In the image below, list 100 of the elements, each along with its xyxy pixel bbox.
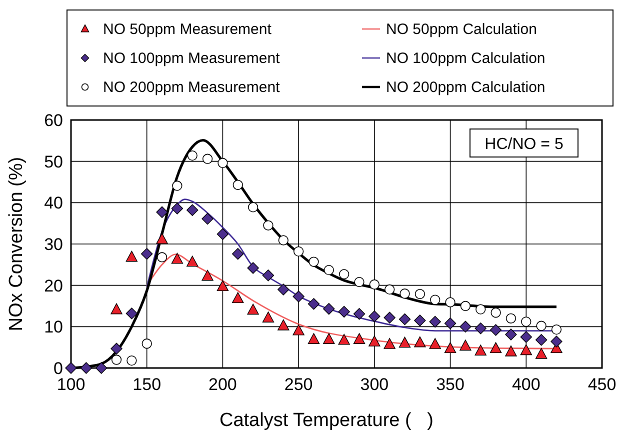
- legend-label: NO 100ppm Measurement: [103, 50, 281, 67]
- point: [262, 312, 274, 322]
- point: [156, 206, 168, 218]
- x-tick-label: 350: [436, 375, 464, 394]
- point: [247, 262, 259, 274]
- point: [171, 202, 184, 214]
- point: [368, 336, 380, 346]
- point: [474, 322, 486, 334]
- legend-label: NO 200ppm Calculation: [386, 79, 546, 96]
- point: [429, 338, 441, 349]
- point: [505, 328, 517, 340]
- point: [369, 279, 380, 290]
- point: [353, 308, 366, 320]
- annotation: HC/NO = 5: [484, 136, 564, 153]
- legend-label: NO 200ppm Measurement: [103, 79, 281, 96]
- point: [354, 276, 364, 288]
- point: [95, 362, 108, 374]
- point: [338, 306, 350, 318]
- point: [278, 319, 290, 330]
- point: [490, 342, 502, 354]
- point: [398, 313, 411, 326]
- point: [232, 180, 243, 190]
- y-tick-label: 20: [44, 276, 63, 296]
- point: [293, 246, 304, 257]
- point: [520, 344, 532, 356]
- point: [506, 313, 516, 324]
- point: [202, 154, 213, 164]
- point: [490, 308, 501, 318]
- point: [186, 204, 198, 216]
- point: [476, 304, 486, 314]
- point: [384, 312, 396, 324]
- point: [430, 294, 440, 305]
- point: [384, 284, 395, 295]
- point: [414, 314, 426, 326]
- point: [202, 212, 214, 225]
- point: [142, 338, 152, 349]
- point: [536, 320, 546, 331]
- x-tick-label: 150: [132, 375, 162, 394]
- point: [172, 180, 182, 191]
- point: [323, 333, 335, 344]
- point: [110, 303, 122, 314]
- point: [247, 304, 259, 315]
- legend-label: NO 100ppm Calculation: [386, 50, 546, 67]
- point: [202, 270, 214, 281]
- point: [248, 202, 258, 212]
- point: [414, 288, 426, 300]
- y-tick-label: 0: [54, 359, 63, 378]
- point: [218, 158, 228, 168]
- y-tick-label: 40: [44, 194, 63, 213]
- point: [111, 354, 122, 365]
- point: [216, 280, 229, 292]
- point: [308, 298, 320, 310]
- point: [126, 308, 138, 320]
- point: [323, 303, 335, 315]
- point: [535, 348, 548, 359]
- point: [505, 345, 517, 356]
- point: [445, 297, 456, 308]
- point: [156, 252, 168, 262]
- point: [474, 344, 486, 356]
- y-tick-label: 30: [44, 235, 63, 254]
- point: [263, 220, 274, 230]
- point: [414, 336, 426, 348]
- point: [460, 300, 471, 312]
- point: [65, 362, 77, 374]
- point: [126, 355, 137, 366]
- point: [338, 334, 350, 345]
- x-tick-label: 200: [208, 375, 237, 394]
- x-tick-label: 450: [588, 375, 616, 394]
- y-axis-title: NOx Conversion (%): [6, 156, 27, 332]
- point: [551, 324, 562, 335]
- point: [171, 252, 184, 264]
- point: [353, 333, 366, 344]
- point: [278, 284, 290, 296]
- point: [80, 362, 92, 374]
- x-tick-label: 300: [360, 375, 389, 394]
- point: [292, 290, 304, 302]
- point: [232, 248, 244, 260]
- point: [460, 340, 472, 351]
- point: [429, 316, 441, 328]
- point: [444, 318, 456, 330]
- point: [186, 256, 198, 267]
- point: [292, 324, 304, 336]
- x-tick-label: 400: [512, 375, 540, 394]
- point: [141, 248, 153, 260]
- point: [398, 336, 411, 348]
- point: [156, 233, 168, 244]
- x-axis-title: Catalyst Temperature ( ): [219, 410, 434, 431]
- y-tick-label: 50: [44, 152, 63, 172]
- point: [278, 235, 288, 246]
- point: [324, 264, 334, 276]
- point: [308, 333, 320, 344]
- point: [490, 324, 502, 336]
- legend-label: NO 50ppm Calculation: [386, 21, 537, 38]
- point: [232, 292, 244, 304]
- point: [216, 228, 229, 240]
- y-tick-label: 60: [44, 111, 63, 130]
- x-tick-label: 100: [56, 375, 86, 394]
- point: [521, 316, 532, 327]
- point: [368, 310, 380, 322]
- point: [400, 288, 410, 299]
